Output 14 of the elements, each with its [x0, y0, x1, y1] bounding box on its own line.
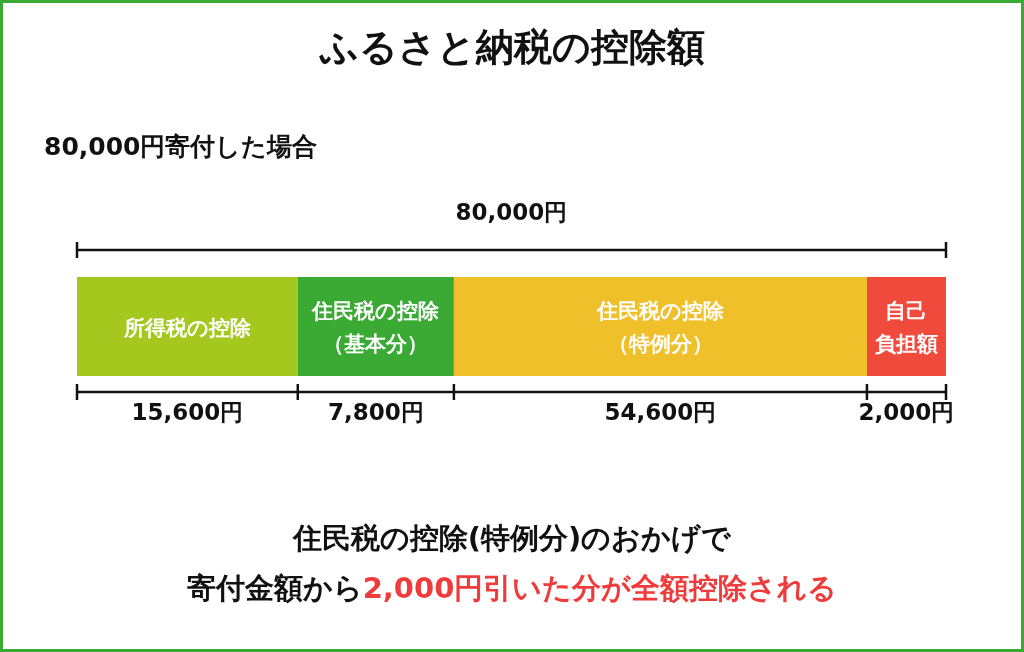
category-label: 住民税の控除（特例分）	[595, 299, 725, 356]
category-label: 住民税の控除（基本分）	[311, 299, 441, 356]
data-label: 2,000円	[858, 399, 955, 425]
data-label: 7,800円	[327, 399, 424, 425]
text: ふるさと納税の控除額	[318, 25, 705, 69]
category-label: 所得税の控除	[122, 315, 252, 340]
text: 80,000円	[455, 199, 568, 225]
text: 寄付金額から	[186, 571, 363, 605]
text: 80,000円寄付した場合	[44, 132, 318, 161]
text: 2,000円引いた分が全額控除される	[362, 571, 838, 605]
text: 住民税の控除(特例分)のおかげで	[290, 521, 733, 555]
category-label: 自己負担額	[874, 299, 938, 356]
data-label: 15,600円	[131, 399, 244, 425]
data-label: 54,600円	[604, 399, 717, 425]
